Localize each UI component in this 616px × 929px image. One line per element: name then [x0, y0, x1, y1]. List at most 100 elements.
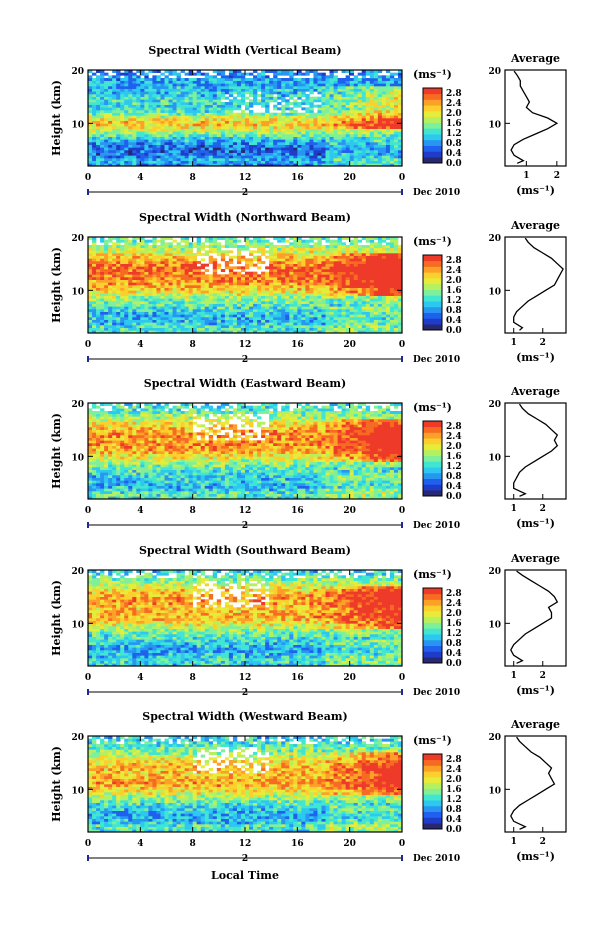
heatmap-cell	[357, 311, 363, 315]
heatmap-cell	[220, 160, 226, 164]
heatmap-cell	[112, 94, 117, 97]
heatmap-cell	[152, 263, 157, 267]
heatmap-cell	[385, 123, 391, 127]
heatmap-cell	[281, 80, 286, 84]
heatmap-cell	[172, 134, 177, 137]
heatmap-cell	[373, 72, 379, 76]
heatmap-cell	[389, 115, 395, 119]
heatmap-cell	[305, 131, 310, 135]
heatmap-cell	[349, 102, 354, 105]
heatmap-cell	[108, 253, 113, 256]
heatmap-cell	[124, 306, 129, 310]
heatmap-cell	[144, 112, 149, 116]
heatmap-cell	[92, 86, 97, 89]
heatmap-cell	[365, 279, 371, 283]
heatmap-cell	[373, 142, 379, 145]
heatmap-cell	[176, 327, 181, 331]
heatmap-cell	[88, 123, 93, 127]
heatmap-cell	[136, 152, 141, 156]
heatmap-cell	[329, 158, 334, 161]
heatmap-cell	[297, 120, 302, 124]
heatmap-cell	[373, 258, 379, 262]
heatmap-cell	[261, 309, 266, 312]
heatmap-cell	[96, 290, 101, 294]
heatmap-cell	[96, 277, 101, 280]
heatmap-cell	[397, 134, 403, 137]
heatmap-cell	[345, 102, 350, 105]
heatmap-cell	[309, 255, 314, 259]
heatmap-cell	[92, 134, 97, 137]
heatmap-cell	[321, 263, 326, 267]
heatmap-cell	[349, 330, 354, 334]
heatmap-cell	[240, 158, 246, 161]
heatmap-cell	[337, 86, 342, 89]
heatmap-cell	[184, 139, 189, 143]
heatmap-cell	[353, 107, 359, 111]
heatmap-cell	[100, 285, 105, 288]
heatmap-cell	[168, 269, 173, 272]
heatmap-cell	[108, 295, 113, 299]
heatmap-cell	[397, 86, 403, 89]
heatmap-cell	[333, 277, 338, 280]
heatmap-cell	[277, 120, 282, 124]
heatmap-cell	[156, 134, 161, 137]
heatmap-cell	[353, 279, 359, 283]
heatmap-cell	[124, 285, 129, 288]
heatmap-cell	[164, 163, 169, 167]
heatmap-cell	[377, 123, 383, 127]
heatmap-cell	[397, 112, 403, 116]
heatmap-cell	[184, 261, 189, 264]
heatmap-cell	[317, 142, 322, 145]
heatmap-cell	[208, 78, 214, 81]
heatmap-cell	[172, 293, 177, 296]
heatmap-cell	[104, 99, 109, 103]
heatmap-cell	[273, 70, 278, 73]
heatmap-cell	[188, 309, 193, 312]
heatmap-cell	[373, 325, 379, 328]
heatmap-cell	[349, 110, 354, 113]
heatmap-cell	[160, 128, 165, 132]
heatmap-cell	[277, 94, 282, 97]
heatmap-cell	[112, 110, 117, 113]
heatmap-cell	[253, 144, 258, 148]
heatmap-cell	[176, 311, 181, 315]
heatmap-cell	[200, 94, 206, 97]
heatmap-cell	[369, 163, 375, 167]
heatmap-cell	[297, 128, 302, 132]
heatmap-cell	[313, 78, 318, 81]
heatmap-cell	[281, 72, 286, 76]
heatmap-cell	[216, 325, 222, 328]
heatmap-cell	[281, 136, 286, 140]
heatmap-cell	[269, 258, 274, 262]
heatmap-cell	[204, 72, 210, 76]
heatmap-cell	[385, 112, 391, 116]
heatmap-cell	[164, 120, 169, 124]
heatmap-cell	[393, 128, 399, 132]
heatmap-cell	[228, 160, 234, 164]
heatmap-cell	[373, 314, 379, 318]
heatmap-cell	[257, 142, 262, 145]
heatmap-cell	[152, 86, 157, 89]
heatmap-cell	[232, 123, 238, 127]
heatmap-cell	[164, 144, 169, 148]
heatmap-cell	[265, 115, 270, 119]
heatmap-cell	[96, 314, 101, 318]
heatmap-cell	[301, 279, 306, 283]
heatmap-cell	[220, 258, 226, 262]
heatmap-cell	[132, 128, 137, 132]
heatmap-cell	[172, 277, 177, 280]
heatmap-cell	[104, 274, 109, 278]
heatmap-cell	[377, 266, 383, 270]
heatmap-cell	[180, 266, 185, 270]
heatmap-cell	[104, 147, 109, 151]
heatmap-cell	[265, 91, 270, 95]
heatmap-cell	[265, 163, 270, 167]
heatmap-cell	[124, 322, 129, 326]
heatmap-cell	[224, 263, 230, 267]
x-tick-label: 0	[85, 173, 91, 183]
heatmap-cell	[240, 327, 246, 331]
heatmap-cell	[224, 150, 230, 153]
heatmap-cell	[397, 266, 403, 270]
heatmap-cell	[132, 75, 137, 79]
heatmap-cell	[116, 128, 121, 132]
